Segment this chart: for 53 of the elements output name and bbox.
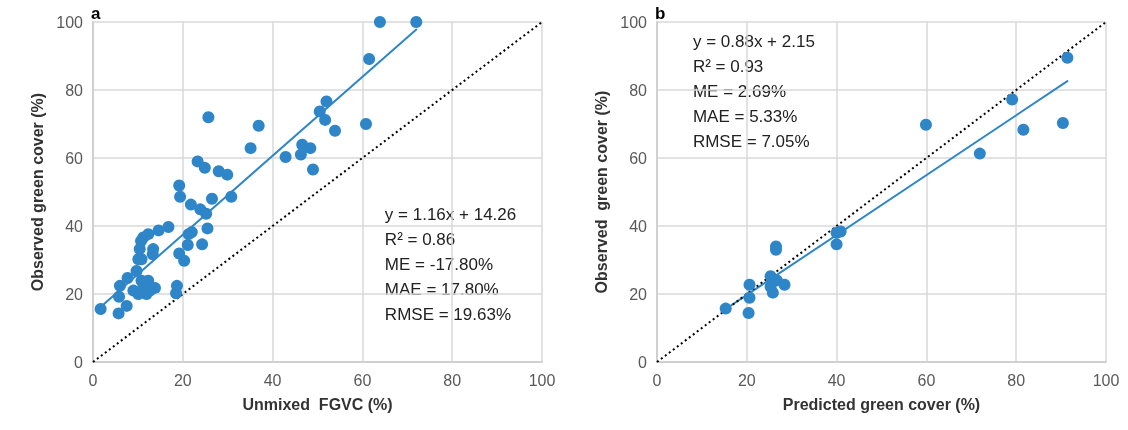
y-tick-label: 80 — [629, 81, 648, 99]
x-axis-title: Unmixed FGVC (%) — [242, 395, 393, 413]
point — [919, 118, 932, 131]
chart-title: a — [91, 4, 101, 23]
y-tick-label: 40 — [629, 217, 648, 235]
y-tick-label: 60 — [629, 149, 648, 167]
annotation: y = 1.16x + 14.26 — [384, 205, 517, 225]
y-tick-label: 0 — [74, 353, 84, 371]
y-tick-label: 80 — [65, 81, 84, 99]
x-tick-label: 0 — [88, 371, 98, 389]
x-tick-label: 20 — [173, 371, 192, 389]
y-tick-label: 60 — [65, 149, 84, 167]
x-tick-label: 20 — [737, 371, 756, 389]
x-tick-label: 80 — [1007, 371, 1026, 389]
point — [1061, 51, 1074, 64]
point — [743, 291, 756, 304]
annotation: RMSE = 7.05% — [692, 131, 810, 151]
annotation: MAE = 17.80% — [384, 280, 499, 300]
x-tick-label: 60 — [353, 371, 372, 389]
point — [1017, 123, 1030, 136]
point — [719, 302, 732, 315]
x-tick-label: 100 — [1092, 371, 1120, 389]
y-tick-label: 40 — [65, 217, 84, 235]
point — [743, 278, 756, 291]
x-axis-title: Predicted green cover (%) — [782, 395, 981, 413]
annotation: y = 0.88x + 2.15 — [692, 31, 815, 51]
chart-title: b — [655, 4, 666, 23]
y-tick-label: 100 — [620, 13, 648, 31]
x-tick-label: 0 — [652, 371, 662, 389]
annotation: ME = -17.80% — [384, 255, 494, 275]
point — [778, 278, 791, 291]
annotation: R² = 0.93 — [692, 56, 764, 76]
point — [742, 307, 755, 320]
annotation: R² = 0.86 — [384, 230, 456, 250]
y-tick-label: 20 — [629, 285, 648, 303]
y-axis-title: Observed green cover (%) — [28, 92, 46, 292]
y-axis-title: Observed green cover (%) — [592, 90, 610, 294]
x-tick-label: 40 — [827, 371, 846, 389]
point — [766, 286, 779, 299]
point — [973, 147, 986, 160]
x-tick-label: 40 — [263, 371, 282, 389]
y-tick-label: 100 — [56, 13, 84, 31]
x-tick-label: 80 — [443, 371, 462, 389]
y-tick-label: 0 — [638, 353, 648, 371]
annotation: ME = 2.69% — [692, 81, 786, 101]
annotation: RMSE = 19.63% — [384, 305, 512, 325]
x-tick-label: 60 — [917, 371, 936, 389]
point — [1056, 116, 1069, 129]
annotation: MAE = 5.33% — [692, 106, 798, 126]
x-tick-label: 100 — [528, 371, 556, 389]
point — [1006, 93, 1019, 106]
point — [830, 238, 843, 251]
y-tick-label: 20 — [65, 285, 84, 303]
